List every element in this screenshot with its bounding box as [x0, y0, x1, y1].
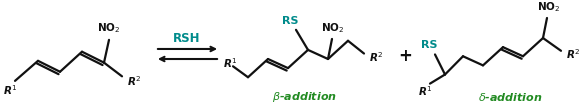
Text: R$^2$: R$^2$: [127, 74, 141, 88]
Text: NO$_2$: NO$_2$: [321, 21, 345, 35]
Text: R$^1$: R$^1$: [223, 57, 237, 70]
Text: R$^1$: R$^1$: [418, 84, 432, 98]
Text: $\delta$-addition: $\delta$-addition: [478, 91, 543, 103]
Text: $\beta$-addition: $\beta$-addition: [273, 90, 338, 104]
Text: RSH: RSH: [173, 32, 201, 45]
Text: R$^2$: R$^2$: [369, 50, 383, 64]
Text: R$^1$: R$^1$: [3, 83, 17, 97]
Text: R$^2$: R$^2$: [566, 48, 580, 61]
Text: NO$_2$: NO$_2$: [98, 21, 121, 35]
Text: RS: RS: [281, 16, 298, 26]
Text: +: +: [398, 47, 412, 65]
Text: RS: RS: [420, 40, 437, 50]
Text: NO$_2$: NO$_2$: [537, 0, 561, 14]
